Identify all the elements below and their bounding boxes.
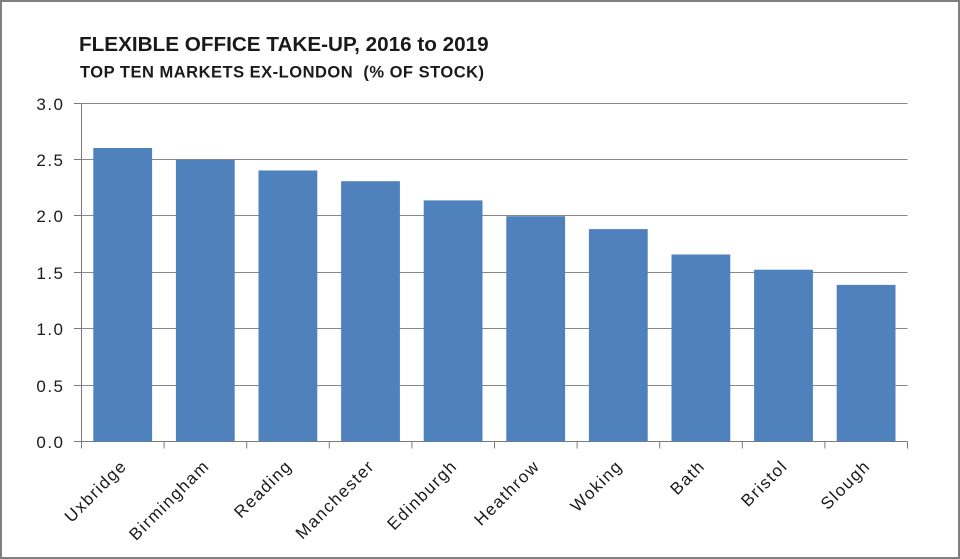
svg-text:0.0: 0.0 <box>36 433 64 452</box>
svg-text:1.0: 1.0 <box>36 320 64 339</box>
svg-text:2.5: 2.5 <box>36 151 64 170</box>
svg-text:0.5: 0.5 <box>36 377 64 396</box>
svg-text:1.5: 1.5 <box>36 264 64 283</box>
svg-text:FLEXIBLE OFFICE TAKE-UP, 2016: FLEXIBLE OFFICE TAKE-UP, 2016 to 2019 <box>79 33 489 56</box>
svg-text:3.0: 3.0 <box>36 95 64 114</box>
svg-text:2.0: 2.0 <box>36 207 64 226</box>
svg-text:TOP TEN MARKETS EX-LONDON (%: TOP TEN MARKETS EX-LONDON (% OF STOCK) <box>80 64 485 82</box>
